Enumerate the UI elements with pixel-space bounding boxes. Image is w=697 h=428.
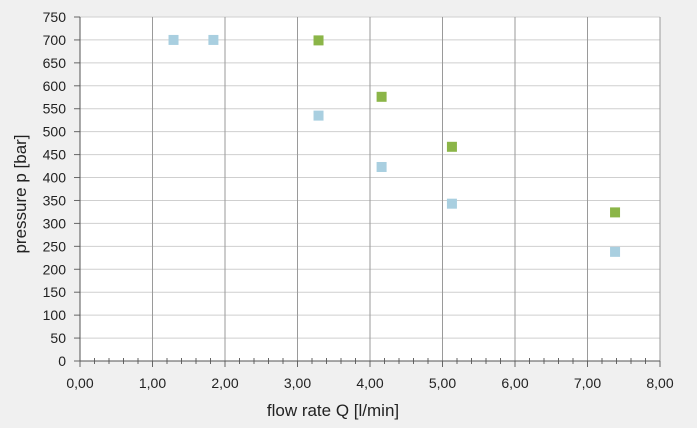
y-tick-label: 750 bbox=[43, 9, 67, 25]
y-tick-label: 500 bbox=[43, 124, 67, 140]
y-tick-label: 450 bbox=[43, 147, 67, 163]
data-point-series-2 bbox=[376, 91, 387, 102]
x-tick-label: 3,00 bbox=[284, 375, 311, 391]
y-tick-label: 350 bbox=[43, 192, 67, 208]
data-points bbox=[168, 34, 621, 257]
x-tick-label: 5,00 bbox=[429, 375, 456, 391]
grid-lines bbox=[80, 16, 661, 361]
data-point-series-1 bbox=[313, 110, 324, 121]
y-tick-label: 50 bbox=[50, 330, 66, 346]
data-point-series-1 bbox=[446, 198, 457, 209]
x-tick-label: 4,00 bbox=[356, 375, 383, 391]
data-point-series-1 bbox=[610, 246, 621, 257]
y-tick-label: 150 bbox=[43, 284, 67, 300]
x-tick-label: 0,00 bbox=[66, 375, 93, 391]
axes bbox=[74, 16, 661, 367]
x-tick-label: 7,00 bbox=[574, 375, 601, 391]
data-point-series-1 bbox=[168, 34, 179, 45]
y-tick-label: 650 bbox=[43, 55, 67, 71]
x-tick-labels: 0,00 1,00 2,00 3,00 4,00 5,00 6,00 7,00 8,00 bbox=[66, 375, 673, 391]
y-tick-label: 100 bbox=[43, 307, 67, 323]
y-tick-label: 200 bbox=[43, 261, 67, 277]
data-point-series-2 bbox=[446, 141, 457, 152]
x-tick-label: 1,00 bbox=[139, 375, 166, 391]
y-tick-label: 300 bbox=[43, 215, 67, 231]
y-axis-title: pressure p [bar] bbox=[11, 134, 30, 253]
x-tick-label: 2,00 bbox=[211, 375, 238, 391]
y-tick-label: 600 bbox=[43, 78, 67, 94]
data-point-series-1 bbox=[208, 34, 219, 45]
y-tick-label: 250 bbox=[43, 238, 67, 254]
x-tick-label: 8,00 bbox=[646, 375, 673, 391]
data-point-series-1 bbox=[376, 161, 387, 172]
y-tick-labels: 0 50 100 150 200 250 300 350 400 450 500 550 600 650 7… bbox=[43, 9, 67, 369]
y-tick-label: 0 bbox=[58, 353, 66, 369]
data-point-series-2 bbox=[313, 35, 324, 46]
y-tick-label: 400 bbox=[43, 170, 67, 186]
x-axis-title: flow rate Q [l/min] bbox=[267, 401, 399, 420]
data-point-series-2 bbox=[610, 207, 621, 218]
x-tick-label: 6,00 bbox=[501, 375, 528, 391]
y-tick-label: 700 bbox=[43, 32, 67, 48]
y-tick-label: 550 bbox=[43, 101, 67, 117]
